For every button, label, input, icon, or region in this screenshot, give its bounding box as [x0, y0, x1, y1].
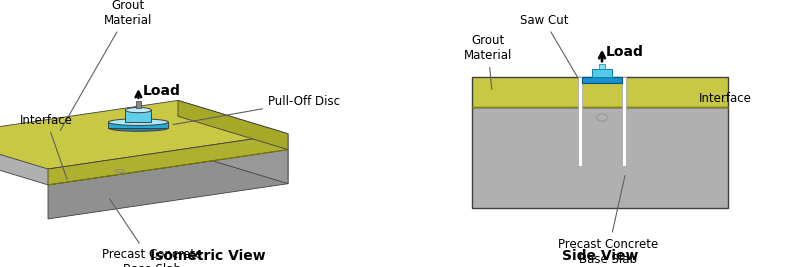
Polygon shape	[178, 116, 288, 184]
Bar	[622, 77, 626, 166]
Text: Grout
Material: Grout Material	[464, 34, 512, 89]
Text: Load: Load	[606, 45, 644, 59]
Bar	[126, 110, 151, 122]
Text: Grout
Material: Grout Material	[60, 0, 152, 130]
Bar	[592, 69, 612, 77]
Bar	[582, 77, 622, 83]
Ellipse shape	[109, 119, 169, 125]
Polygon shape	[0, 100, 288, 169]
Bar	[598, 64, 605, 69]
Text: Precast Concrete
Base Slab: Precast Concrete Base Slab	[558, 175, 658, 266]
Bar	[472, 107, 728, 208]
Text: Interface: Interface	[699, 92, 752, 105]
Text: Pull-Off Disc: Pull-Off Disc	[173, 95, 340, 125]
Text: Saw Cut: Saw Cut	[520, 14, 581, 83]
Bar	[472, 77, 728, 107]
Ellipse shape	[126, 108, 151, 113]
Polygon shape	[48, 150, 288, 219]
Text: Isometric View: Isometric View	[150, 249, 266, 263]
Text: Interface: Interface	[20, 114, 73, 179]
Text: Load: Load	[143, 84, 181, 98]
Polygon shape	[178, 100, 288, 150]
Bar	[109, 122, 169, 128]
Text: Side View: Side View	[562, 249, 638, 263]
Bar	[135, 101, 141, 108]
Text: Precast Concrete
Base Slab: Precast Concrete Base Slab	[102, 199, 202, 267]
Polygon shape	[48, 134, 288, 185]
Bar	[578, 77, 582, 166]
Ellipse shape	[109, 125, 169, 131]
Polygon shape	[0, 116, 288, 185]
